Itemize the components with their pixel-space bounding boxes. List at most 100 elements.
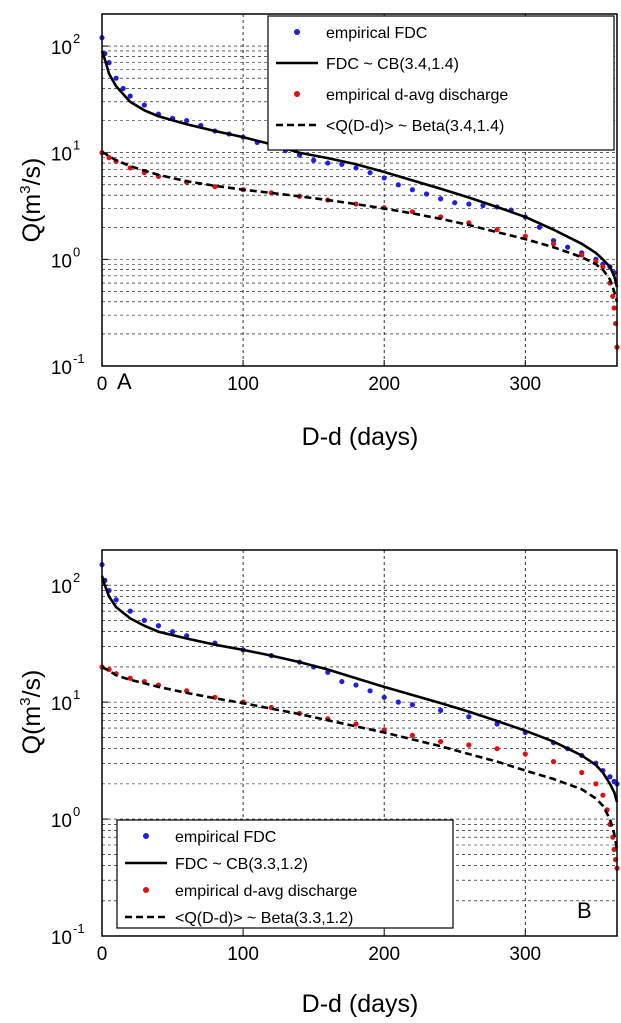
data-point-a-0 — [141, 102, 147, 108]
data-point-a-0 — [565, 244, 571, 250]
data-point-b-0 — [127, 608, 133, 614]
data-point-a-0 — [120, 85, 126, 92]
data-point-a-0 — [127, 93, 133, 99]
x-tick-label: 200 — [368, 374, 400, 395]
data-point-a-0 — [367, 170, 373, 176]
data-point-a-2 — [610, 293, 616, 299]
axes-frame-b — [101, 549, 618, 937]
data-point-a-0 — [353, 165, 359, 171]
data-point-a-2 — [579, 252, 585, 258]
x-tick-label: 0 — [97, 944, 108, 965]
y-tick-label: 10 — [51, 811, 72, 832]
data-point-b-0 — [155, 623, 162, 629]
data-point-b-0 — [395, 699, 401, 705]
y-axis-label-a-base: Q(m — [18, 194, 46, 243]
data-point-b-0 — [141, 617, 147, 624]
legend-b: empirical FDC FDC ~ CB(3.3,1.2) empirical … — [116, 819, 454, 929]
y-tick-exponent: 1 — [73, 687, 80, 702]
data-point-a-2 — [611, 305, 617, 311]
data-point-a-0 — [480, 202, 486, 209]
data-point-a-2 — [550, 241, 557, 247]
data-point-b-0 — [607, 774, 613, 780]
y-axis-label-b-base: Q(m — [18, 706, 46, 755]
x-axis-label-a: D-d (days) — [302, 423, 419, 451]
y-tick-label: 10 — [51, 251, 72, 272]
data-point-b-2 — [593, 781, 599, 787]
y-tick-exponent: 2 — [73, 570, 80, 585]
data-point-a-2 — [494, 227, 500, 233]
series-group-b — [99, 562, 620, 871]
y-tick-exponent: -1 — [73, 351, 85, 366]
y-tick-label: 10 — [51, 694, 72, 715]
panel-label-a: A — [117, 369, 132, 394]
y-tick-exponent: -1 — [73, 921, 85, 936]
data-point-a-0 — [536, 224, 542, 230]
legend-swatch-point — [294, 29, 300, 35]
data-point-a-0 — [395, 182, 401, 188]
data-point-b-0 — [466, 714, 472, 720]
x-tick-label: 300 — [509, 374, 541, 395]
series-line-b-3 — [101, 665, 619, 850]
data-point-a-0 — [311, 157, 317, 163]
data-point-a-0 — [452, 200, 458, 206]
y-tick-exponent: 0 — [73, 244, 80, 259]
data-point-a-0 — [325, 160, 331, 166]
data-point-a-0 — [113, 75, 119, 81]
data-point-b-0 — [339, 678, 345, 685]
data-point-b-2 — [127, 675, 133, 681]
y-tick-label: 10 — [51, 38, 72, 59]
y-axis-label-b-sup: 3 — [17, 697, 34, 705]
x-axis-label-b: D-d (days) — [302, 990, 419, 1018]
x-tick-label: 200 — [368, 944, 400, 965]
data-point-b-0 — [381, 694, 387, 700]
series-line-b-1 — [100, 575, 619, 803]
data-point-b-2 — [550, 759, 557, 765]
x-tick-label: 100 — [227, 944, 259, 965]
y-tick-label: 10 — [51, 145, 72, 166]
panel-label-b: B — [577, 898, 592, 923]
y-axis-label-a: Q(m3/s) — [17, 158, 46, 243]
data-point-a-0 — [106, 60, 112, 66]
data-point-a-0 — [381, 175, 387, 181]
data-point-b-2 — [600, 792, 606, 798]
legend-a: empirical FDC FDC ~ CB(3.4,1.4) empirical … — [267, 15, 615, 151]
data-point-a-0 — [438, 196, 444, 202]
data-point-b-0 — [409, 702, 416, 708]
legend-box — [116, 819, 454, 929]
data-point-a-0 — [184, 118, 190, 124]
legend-label: <Q(D-d)> ~ Beta(3.4,1.4) — [326, 118, 504, 135]
data-point-b-2 — [438, 738, 444, 745]
data-point-a-2 — [212, 184, 218, 190]
axes-frame-a — [101, 13, 618, 367]
data-point-b-2 — [409, 732, 416, 738]
data-point-a-0 — [339, 161, 345, 167]
data-point-b-2 — [611, 846, 617, 853]
y-axis-label-b-end: /s) — [18, 670, 46, 698]
data-point-a-0 — [466, 201, 472, 207]
legend-label: empirical FDC — [326, 25, 427, 42]
y-tick-exponent: 2 — [73, 31, 80, 46]
y-axis-label-a-sup: 3 — [17, 185, 34, 193]
legend-label: FDC ~ CB(3.4,1.4) — [326, 56, 459, 73]
data-point-b-0 — [438, 707, 444, 713]
legend-label: <Q(D-d)> ~ Beta(3.3,1.2) — [175, 910, 353, 927]
series-line-a-1 — [100, 50, 619, 288]
grid-a — [102, 14, 617, 366]
legend-label: empirical d-avg discharge — [326, 87, 508, 104]
legend-swatch-point — [294, 91, 300, 97]
y-tick-exponent: 1 — [73, 138, 80, 153]
series-line-a-3 — [101, 150, 619, 303]
y-axis-label-a-end: /s) — [18, 158, 46, 186]
data-point-b-2 — [466, 742, 472, 748]
data-point-b-0 — [113, 597, 119, 603]
y-tick-label: 10 — [51, 358, 72, 379]
legend-label: empirical d-avg discharge — [175, 883, 357, 900]
legend-box — [267, 15, 615, 151]
x-tick-label: 0 — [97, 374, 108, 395]
y-tick-label: 10 — [51, 577, 72, 598]
series-group-a — [99, 35, 620, 350]
y-tick-exponent: 0 — [73, 804, 80, 819]
